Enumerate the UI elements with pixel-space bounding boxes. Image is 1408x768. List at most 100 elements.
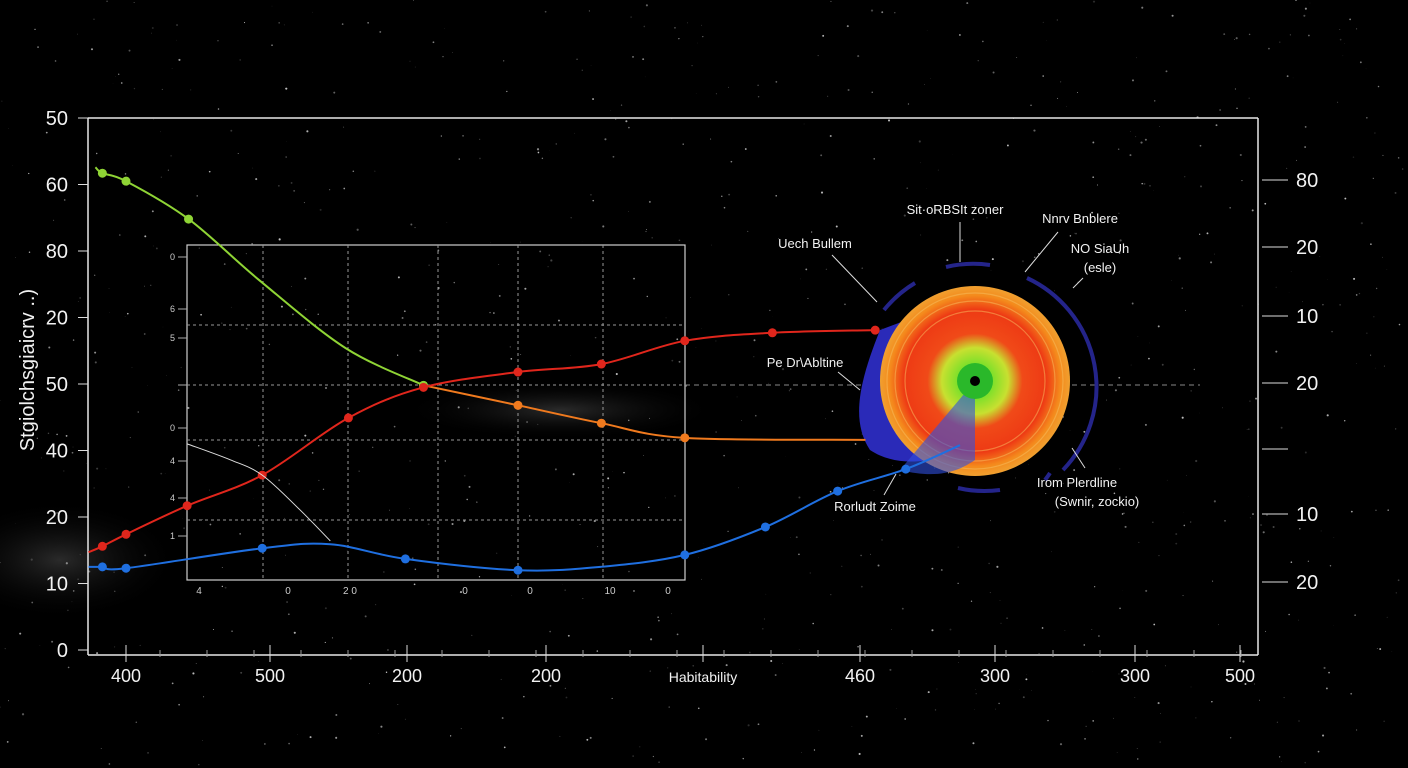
star [143, 333, 146, 335]
star [1175, 533, 1178, 536]
star [1339, 29, 1341, 30]
data-point [767, 328, 777, 338]
star [372, 446, 374, 448]
star [1195, 459, 1198, 463]
star [762, 628, 764, 630]
star [957, 582, 959, 584]
star [676, 633, 679, 636]
star [757, 95, 760, 98]
tick-label: 10 [46, 574, 68, 596]
star [1215, 124, 1218, 127]
star [311, 11, 313, 13]
star [588, 10, 590, 12]
star [937, 169, 939, 171]
star [1299, 527, 1301, 530]
star [1242, 660, 1245, 663]
star [798, 649, 800, 650]
star [841, 565, 843, 567]
star [1033, 129, 1036, 132]
star [1344, 43, 1345, 44]
star [602, 225, 605, 228]
star [260, 406, 262, 408]
star [830, 0, 832, 3]
star [1252, 513, 1254, 515]
star [658, 761, 660, 764]
star [161, 88, 163, 90]
star [190, 89, 192, 91]
star [1222, 407, 1223, 409]
star [927, 691, 930, 694]
star [1148, 342, 1150, 344]
star [782, 663, 783, 664]
star [1229, 737, 1232, 739]
star [612, 156, 614, 158]
star [586, 738, 589, 741]
star [1307, 560, 1310, 562]
star [317, 313, 319, 315]
star [723, 454, 725, 457]
star [135, 721, 138, 723]
star [906, 187, 909, 190]
tick-label: 0 [665, 586, 671, 597]
annotation-label: Nnrv Bnblere [1042, 211, 1118, 226]
star [548, 254, 550, 256]
star [324, 641, 326, 644]
star [1060, 81, 1062, 83]
star [1073, 469, 1076, 472]
star [271, 5, 273, 7]
star [94, 361, 97, 364]
star [936, 688, 938, 690]
star [1241, 180, 1243, 182]
star [1349, 18, 1351, 21]
tick-label: 500 [255, 666, 285, 686]
data-point [121, 529, 131, 539]
star [1030, 104, 1032, 106]
star [1359, 61, 1362, 64]
star [857, 645, 859, 648]
star [155, 247, 158, 250]
star [1, 100, 3, 102]
star [187, 406, 190, 410]
star [8, 700, 10, 702]
star [789, 388, 792, 391]
star [231, 630, 233, 632]
star [844, 303, 846, 306]
star [1129, 154, 1132, 157]
star [940, 568, 943, 571]
star [303, 202, 305, 204]
star [920, 234, 922, 236]
star [506, 90, 508, 93]
star [458, 158, 461, 160]
tick-label: 300 [1120, 666, 1150, 686]
star [949, 628, 952, 631]
star [1289, 34, 1291, 36]
star [419, 349, 422, 352]
star [410, 223, 413, 226]
star [596, 650, 599, 652]
star [774, 674, 777, 677]
star [39, 645, 41, 646]
star [100, 748, 102, 750]
star [95, 152, 98, 155]
star [1045, 493, 1047, 495]
star [961, 239, 964, 242]
star [639, 746, 641, 748]
star [1249, 517, 1251, 519]
star [1360, 222, 1363, 225]
star [1308, 34, 1310, 37]
star [1014, 477, 1016, 479]
star [1374, 132, 1376, 134]
star [1134, 697, 1136, 699]
tick-label: 4 [196, 586, 202, 597]
star [1131, 302, 1134, 305]
star [1370, 354, 1372, 356]
star [112, 82, 114, 84]
star [65, 435, 68, 437]
star [124, 316, 126, 317]
star [894, 12, 896, 14]
star [1236, 107, 1238, 109]
star [221, 567, 223, 568]
star [451, 522, 454, 526]
star [479, 138, 481, 140]
star [1064, 630, 1066, 631]
